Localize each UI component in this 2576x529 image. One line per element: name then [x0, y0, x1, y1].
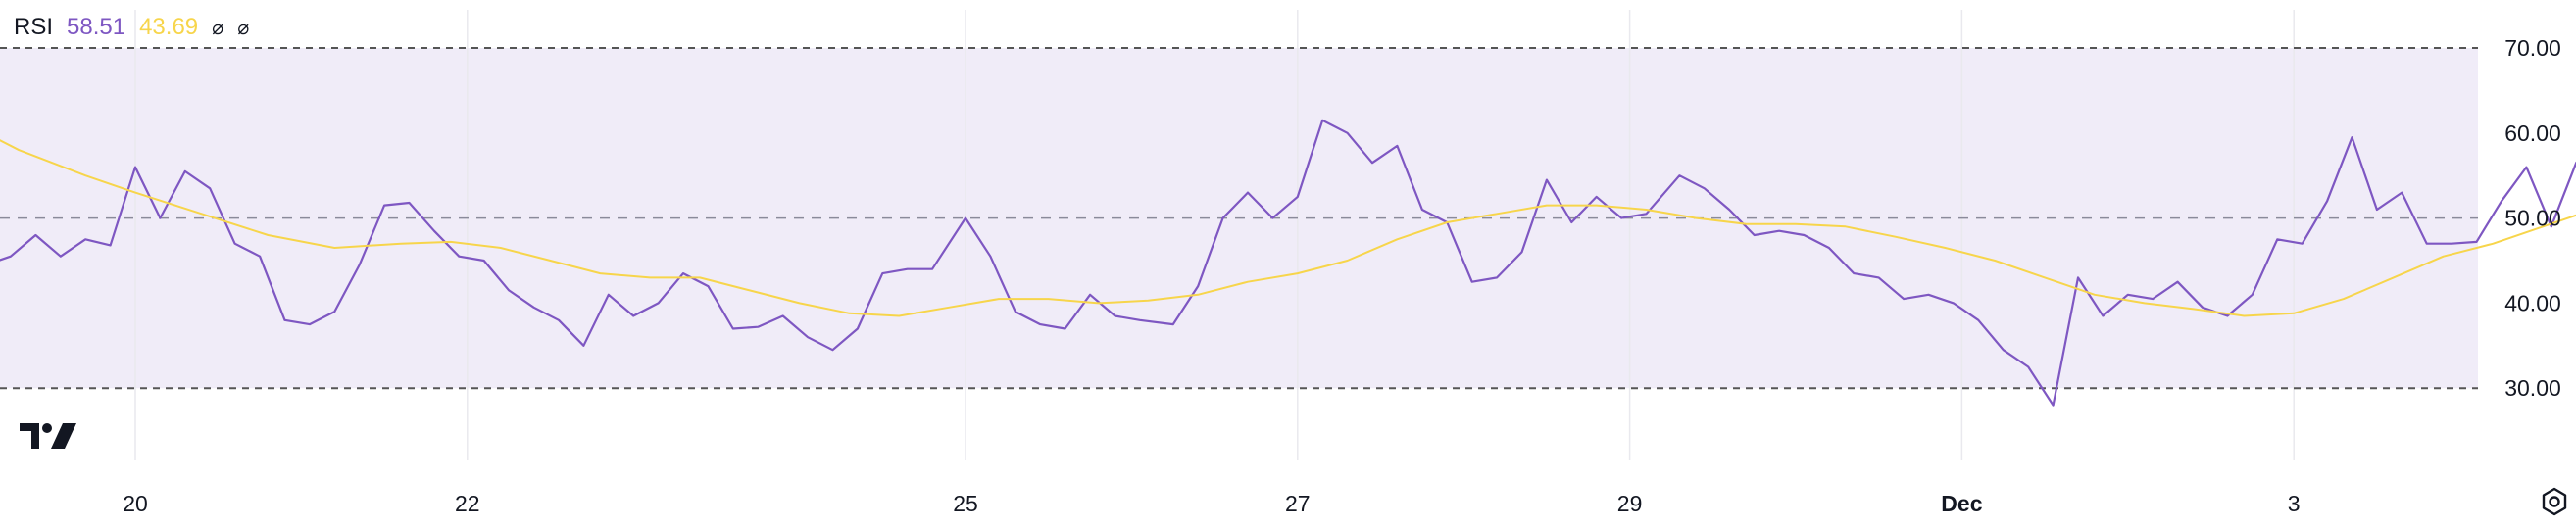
x-tick-label: 20	[123, 491, 148, 516]
na-symbol-icon: ⌀	[237, 17, 250, 39]
settings-hexagon-icon[interactable]	[2539, 486, 2570, 517]
indicator-legend: RSI 58.51 43.69 ⌀ ⌀	[14, 8, 249, 47]
tradingview-logo-icon[interactable]	[18, 419, 80, 451]
series-line-ma[interactable]	[0, 124, 2576, 350]
y-tick-label: 70.00	[2504, 35, 2561, 61]
x-tick-label: 22	[455, 491, 480, 516]
x-tick-label: Dec	[1941, 491, 1982, 516]
rsi-value: 58.51	[67, 14, 126, 40]
y-tick-label: 60.00	[2504, 120, 2561, 146]
x-tick-label: 25	[953, 491, 978, 516]
y-tick-label: 30.00	[2504, 375, 2561, 401]
y-tick-label: 50.00	[2504, 206, 2561, 231]
indicator-name[interactable]: RSI	[14, 14, 54, 40]
na-symbol-icon: ⌀	[212, 17, 224, 39]
x-tick-label: 27	[1285, 491, 1311, 516]
x-tick-label: 29	[1617, 491, 1643, 516]
x-tick-label: 3	[2288, 491, 2301, 516]
y-tick-label: 40.00	[2504, 290, 2561, 315]
rsi-ma-value: 43.69	[139, 14, 199, 40]
series-line-rsi[interactable]	[0, 77, 2576, 430]
